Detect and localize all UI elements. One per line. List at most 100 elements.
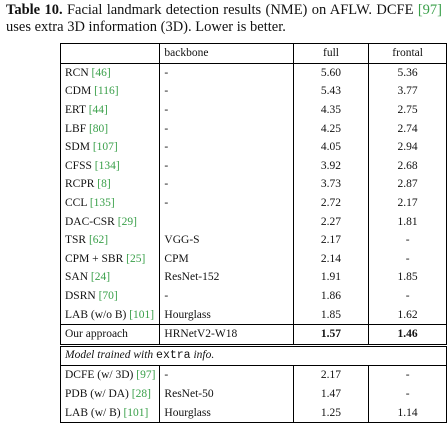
full-cell: 1.91 — [292, 268, 369, 287]
frontal-value: 2.87 — [397, 178, 418, 191]
full-value: 5.60 — [320, 66, 342, 79]
backbone-cell: - — [159, 82, 294, 101]
method-cell: TSR [62] — [59, 230, 160, 250]
backbone-cell: ResNet-50 — [159, 384, 294, 404]
method-name: SAN — [65, 271, 89, 284]
full-cell: 5.43 — [292, 82, 369, 101]
full-value: 1.85 — [320, 308, 342, 321]
method-name: LBF — [65, 122, 87, 135]
backbone-cell: - — [159, 62, 294, 83]
full-cell: 5.60 — [292, 62, 369, 83]
table-row: SAN [24] ResNet-152 1.91 1.85 — [59, 268, 447, 287]
frontal-value: - — [405, 387, 410, 400]
backbone-cell: - — [159, 193, 294, 213]
method-cell: DAC-CSR [29] — [59, 212, 160, 231]
backbone-cell: VGG-S — [159, 230, 294, 250]
method-cell: Our approach — [59, 323, 160, 345]
method-name: DSRN — [65, 290, 96, 303]
method-name: Our approach — [65, 328, 128, 341]
frontal-cell: - — [368, 384, 447, 404]
table-row: Our approach HRNetV2-W18 1.57 1.46 — [59, 323, 447, 345]
backbone-cell: Hourglass — [159, 403, 294, 423]
citation: [101] — [123, 406, 149, 419]
table-row: CFSS [134] -3.92 2.68 — [59, 156, 447, 176]
citation: [24] — [90, 271, 111, 284]
full-value: 1.86 — [320, 290, 342, 303]
results-table: backbone full frontal RCN [46] -5.60 5.36 CDM … — [59, 43, 447, 423]
method-name: CFSS — [65, 159, 92, 172]
frontal-cell: 5.36 — [368, 62, 447, 83]
full-cell: 4.25 — [292, 119, 369, 138]
full-value: 3.73 — [320, 178, 342, 191]
caption-label: Table 10. — [6, 2, 63, 18]
frontal-cell: 2.87 — [368, 175, 447, 194]
table-row: DAC-CSR [29] 2.27 1.81 — [59, 212, 447, 231]
backbone-cell: - — [159, 286, 294, 306]
method-name: LAB (w/ B) — [65, 406, 121, 419]
backbone-cell: Hourglass — [159, 305, 294, 325]
full-value: 2.17 — [320, 369, 342, 382]
table-row: Model trained with extra info. — [60, 343, 447, 366]
backbone-cell: - — [159, 137, 294, 157]
table-row: LBF [80] -4.25 2.74 — [59, 119, 447, 138]
full-cell: 1.86 — [292, 286, 369, 306]
full-value: 5.43 — [320, 85, 342, 98]
full-value: 4.05 — [320, 141, 342, 154]
method-cell: DCFE (w/ 3D) [97] — [59, 365, 160, 385]
method-cell: RCPR [8] — [59, 175, 160, 194]
citation: [70] — [98, 290, 118, 303]
full-value: 4.25 — [320, 122, 342, 135]
frontal-cell: - — [368, 365, 447, 385]
table-row: LAB (w/o B) [101] Hourglass 1.85 1.62 — [59, 305, 447, 325]
frontal-cell: 2.75 — [368, 100, 447, 120]
full-cell: 2.17 — [292, 230, 369, 250]
citation: [44] — [88, 104, 108, 117]
table-row: PDB (w/ DA) [28] ResNet-50 1.47- — [59, 384, 447, 404]
frontal-value: 1.62 — [397, 308, 418, 321]
method-cell: DSRN [70] — [59, 286, 160, 306]
method-name: PDB (w/ DA) — [65, 387, 129, 400]
frontal-cell: - — [368, 230, 447, 250]
citation: [101] — [129, 308, 155, 321]
section-cell: Model trained with extra info. — [60, 343, 447, 366]
full-cell: 3.73 — [292, 175, 369, 194]
backbone-cell — [159, 212, 294, 231]
full-cell: 2.72 — [292, 193, 369, 213]
backbone-cell: CPM — [159, 249, 294, 269]
frontal-value: 2.74 — [397, 122, 418, 135]
method-cell: ERT [44] — [59, 100, 160, 120]
citation: [29] — [117, 215, 137, 228]
full-value: 4.35 — [320, 104, 342, 117]
section-mono: extra — [156, 349, 191, 363]
frontal-value: 2.94 — [397, 141, 418, 154]
method-name: CDM — [65, 85, 92, 98]
table-row: RCPR [8] -3.73 2.87 — [59, 175, 447, 194]
full-value: 2.17 — [320, 234, 342, 247]
citation: [46] — [91, 66, 111, 79]
method-cell: RCN [46] — [59, 62, 160, 83]
frontal-value: 1.46 — [397, 328, 418, 341]
method-name: LAB (w/o B) — [65, 308, 127, 321]
method-cell: CFSS [134] — [59, 156, 160, 176]
frontal-value: - — [405, 290, 410, 303]
backbone-cell: - — [159, 156, 294, 176]
method-cell: SAN [24] — [59, 268, 160, 287]
full-value: 1.47 — [320, 387, 342, 400]
table-row: TSR [62] VGG-S 2.17 - — [59, 230, 447, 250]
caption: Table 10. Facial landmark detection resu… — [6, 2, 442, 36]
method-name: TSR — [65, 234, 87, 247]
full-cell: 2.14 — [292, 249, 369, 269]
full-cell: 3.92 — [292, 156, 369, 176]
citation: [80] — [88, 122, 109, 135]
backbone-cell: ResNet-152 — [159, 268, 294, 287]
citation: [135] — [89, 197, 115, 210]
full-value: 2.14 — [320, 252, 342, 265]
frontal-value: 2.17 — [397, 197, 418, 210]
frontal-value: 1.81 — [397, 215, 418, 228]
section-text: Model trained with — [65, 349, 154, 362]
frontal-cell: 2.94 — [368, 137, 447, 157]
table-row: DCFE (w/ 3D) [97] -2.17- — [59, 365, 447, 385]
method-cell: CDM [116] — [59, 82, 160, 101]
method-cell: CCL [135] — [59, 193, 160, 213]
